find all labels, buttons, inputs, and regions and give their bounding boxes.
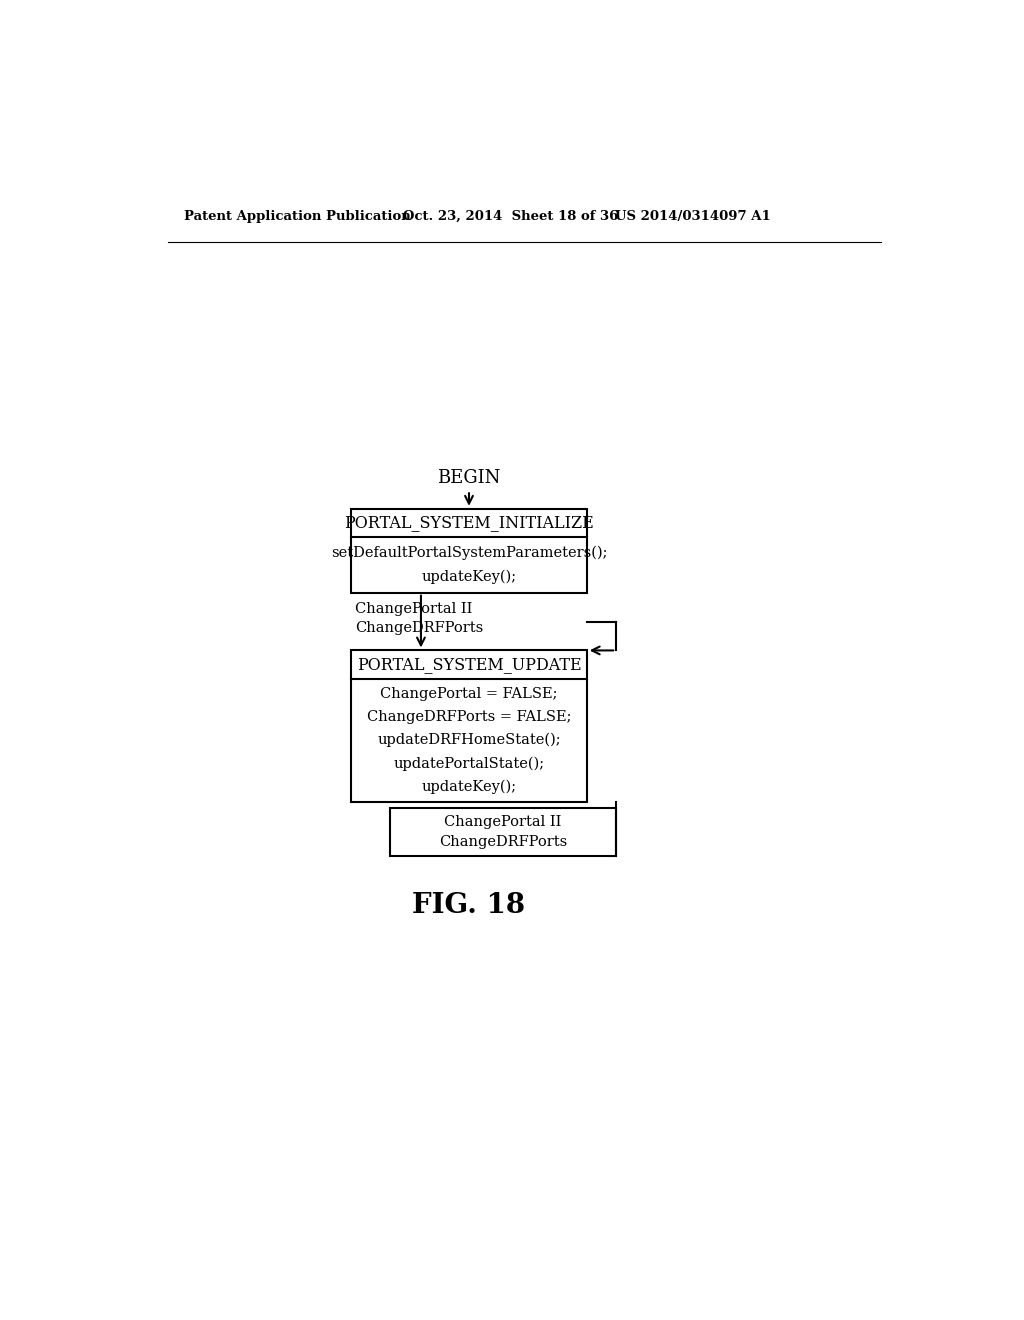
Bar [351, 508, 587, 593]
Text: setDefaultPortalSystemParameters();
updateKey();: setDefaultPortalSystemParameters(); upda… [331, 545, 607, 585]
Text: US 2014/0314097 A1: US 2014/0314097 A1 [614, 210, 770, 223]
Text: BEGIN: BEGIN [437, 469, 501, 487]
Text: ChangePortal = FALSE;
ChangeDRFPorts = FALSE;
updateDRFHomeState();
updatePortal: ChangePortal = FALSE; ChangeDRFPorts = F… [367, 686, 571, 795]
Text: ChangePortal II
ChangeDRFPorts: ChangePortal II ChangeDRFPorts [355, 602, 483, 635]
Bar [390, 808, 616, 855]
Text: FIG. 18: FIG. 18 [413, 892, 525, 919]
Bar [351, 651, 587, 803]
Text: ChangePortal II
ChangeDRFPorts: ChangePortal II ChangeDRFPorts [439, 816, 567, 849]
Text: Patent Application Publication: Patent Application Publication [183, 210, 411, 223]
Text: PORTAL_SYSTEM_INITIALIZE: PORTAL_SYSTEM_INITIALIZE [344, 515, 594, 532]
Text: PORTAL_SYSTEM_UPDATE: PORTAL_SYSTEM_UPDATE [356, 656, 582, 673]
Text: Oct. 23, 2014  Sheet 18 of 36: Oct. 23, 2014 Sheet 18 of 36 [403, 210, 618, 223]
